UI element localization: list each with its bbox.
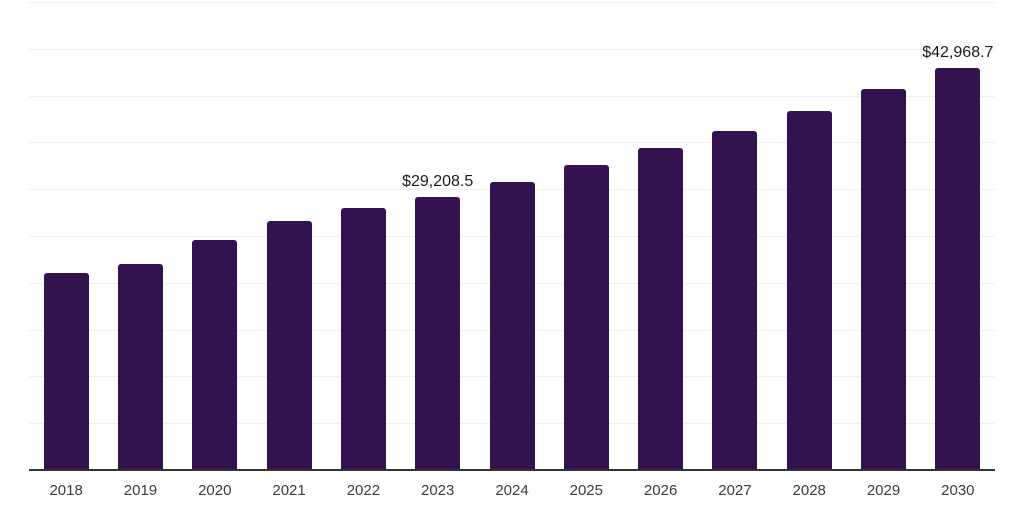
x-tick-label-2020: 2020 [198, 482, 232, 499]
x-tick-label-2029: 2029 [866, 482, 901, 499]
bar-2018[interactable] [43, 272, 89, 470]
x-tick-label-2022: 2022 [346, 482, 381, 499]
x-tick-label-2024: 2024 [495, 482, 529, 499]
bar-2027[interactable] [712, 130, 758, 470]
x-axis-line [29, 469, 995, 471]
x-tick-label-2028: 2028 [792, 482, 826, 499]
bar-2021[interactable] [266, 220, 312, 470]
x-tick-label-2018: 2018 [49, 482, 83, 499]
x-tick-label-2021: 2021 [272, 482, 306, 499]
bar-2028[interactable] [786, 110, 832, 470]
bar-2026[interactable] [638, 148, 684, 470]
gridline [29, 95, 995, 97]
x-tick-label-2027: 2027 [718, 482, 752, 499]
value-label-2023: $29,208.5 [402, 172, 474, 190]
plot-area: $29,208.5 $42,968.7 [29, 2, 995, 470]
bar-2024[interactable] [489, 181, 535, 470]
bar-2029[interactable] [861, 88, 907, 470]
bar-2030[interactable] [935, 67, 981, 470]
bar-2020[interactable] [192, 239, 238, 470]
gridline [29, 2, 995, 3]
bar-2022[interactable] [340, 208, 386, 470]
gridline [29, 142, 995, 144]
value-label-2030: $42,968.7 [922, 43, 994, 61]
x-tick-label-2030: 2030 [941, 482, 975, 499]
gridline [29, 48, 995, 50]
bar-2023[interactable] [415, 196, 461, 470]
bar-2025[interactable] [563, 165, 609, 470]
x-tick-label-2023: 2023 [421, 482, 455, 499]
x-tick-label-2026: 2026 [643, 482, 678, 499]
x-tick-label-2025: 2025 [569, 482, 603, 499]
bar-2019[interactable] [117, 264, 163, 470]
x-tick-label-2019: 2019 [123, 482, 158, 499]
